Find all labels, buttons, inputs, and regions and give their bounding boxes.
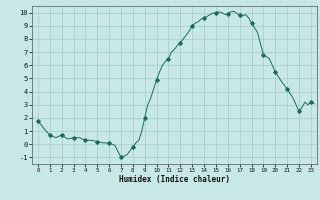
- X-axis label: Humidex (Indice chaleur): Humidex (Indice chaleur): [119, 175, 230, 184]
